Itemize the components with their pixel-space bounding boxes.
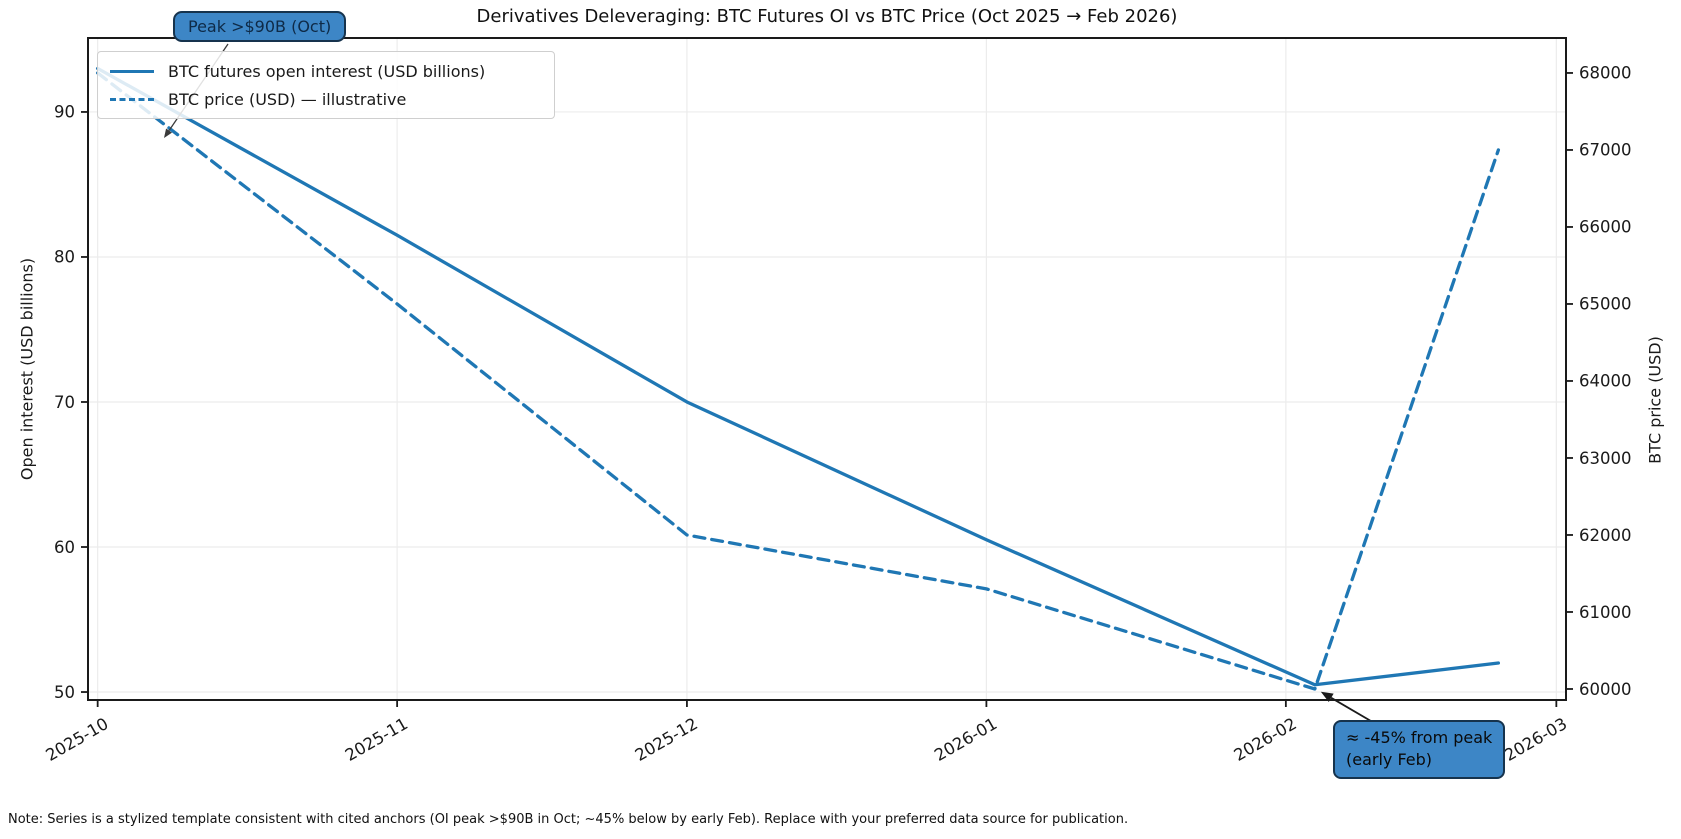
trough-annotation-line1: ≈ -45% from peak [1346,728,1493,747]
data-series [96,66,1501,691]
left-tick-label: 50 [54,683,75,702]
legend-label-price: BTC price (USD) — illustrative [168,89,407,109]
peak-annotation: Peak >$90B (Oct) [173,11,347,42]
left-tick-label: 80 [54,248,75,267]
gridlines [88,38,1566,700]
left-tick-label: 60 [54,538,75,557]
open-interest-line [96,66,1501,687]
x-tick-label: 2026-03 [1501,714,1570,765]
x-tick-label: 2025-11 [342,714,411,765]
chart-title: Derivatives Deleveraging: BTC Futures OI… [476,6,1178,27]
legend: BTC futures open interest (USD billions)… [97,51,555,119]
right-tick-label: 65000 [1579,295,1632,314]
right-tick-label: 68000 [1579,64,1632,83]
right-tick-label: 61000 [1579,603,1632,622]
x-tick-label: 2026-01 [931,714,1000,765]
price-line [96,71,1501,691]
right-tick-label: 60000 [1579,680,1632,699]
legend-label-open-interest: BTC futures open interest (USD billions) [168,61,486,81]
footnote: Note: Series is a stylized template cons… [8,812,1129,827]
left-tick-label: 90 [54,103,75,122]
trough-annotation: ≈ -45% from peak (early Feb) [1333,720,1506,779]
annotation-arrows [164,43,1377,725]
right-axis-title: BTC price (USD) [1645,336,1665,464]
legend-item-open-interest: BTC futures open interest (USD billions) [98,57,544,85]
right-tick-label: 63000 [1579,449,1632,468]
legend-item-price: BTC price (USD) — illustrative [98,85,544,113]
right-tick-label: 62000 [1579,526,1632,545]
left-axis-title: Open interest (USD billions) [17,257,37,481]
dashed-line-swatch [110,97,154,101]
solid-line-swatch [110,69,154,73]
trough-arrow-shaft [1330,697,1377,725]
x-tick-label: 2026-02 [1231,714,1300,765]
plot-border [87,37,1567,701]
right-tick-label: 64000 [1579,372,1632,391]
right-tick-label: 66000 [1579,218,1632,237]
trough-arrow-head [1320,691,1334,702]
right-tick-label: 67000 [1579,141,1632,160]
x-tick-label: 2025-10 [42,714,111,765]
trough-annotation-line2: (early Feb) [1346,750,1433,770]
peak-arrow-head [164,128,173,138]
x-tick-label: 2025-12 [632,714,701,765]
left-tick-label: 70 [54,393,75,412]
